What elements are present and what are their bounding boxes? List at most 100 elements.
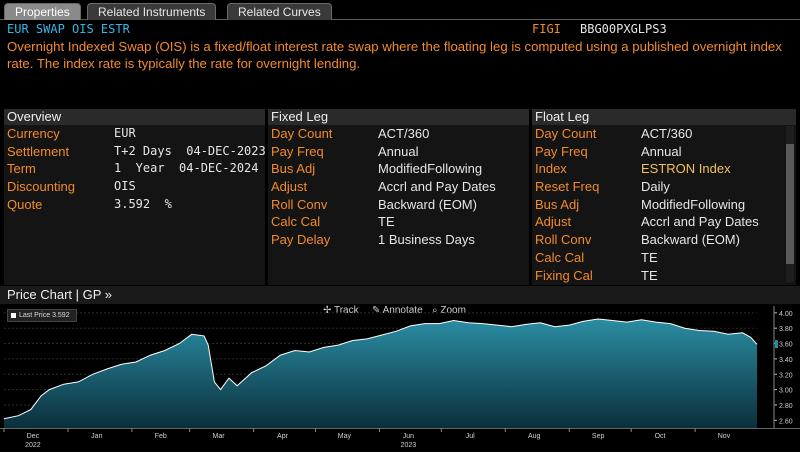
overview-panel: Overview Currency EUR Settlement T+2 Days … bbox=[4, 109, 266, 285]
fixed-leg-label: Pay Freq bbox=[271, 143, 324, 159]
x-tick-label: Oct bbox=[655, 433, 666, 440]
x-tick-label: Jul bbox=[466, 433, 475, 440]
fixed-leg-label: Calc Cal bbox=[271, 214, 321, 230]
fixed-leg-label: Roll Conv bbox=[271, 196, 328, 212]
x-tick-label: Dec bbox=[27, 433, 40, 440]
fixed-leg-row: Pay Freq Annual bbox=[268, 143, 529, 161]
y-tick-label: 3.40 bbox=[779, 357, 793, 364]
float-leg-row: Calc Cal TE bbox=[532, 249, 796, 267]
float-leg-panel: Float Leg Day Count ACT/360 Pay Freq Annua… bbox=[532, 109, 796, 285]
tab-bar: Properties Related Instruments Related C… bbox=[0, 0, 800, 20]
float-leg-label: Pay Freq bbox=[535, 143, 588, 159]
y-tick-label: 2.80 bbox=[779, 403, 793, 410]
price-line bbox=[3, 318, 758, 420]
float-leg-row: Reset Freq Daily bbox=[532, 178, 796, 196]
overview-label: Quote bbox=[7, 196, 43, 212]
x-tick-label: Apr bbox=[277, 433, 289, 440]
price-chart-title[interactable]: Price Chart | GP » bbox=[0, 286, 800, 304]
y-tick-label: 3.80 bbox=[779, 326, 793, 333]
fixed-leg-row: Bus Adj ModifiedFollowing bbox=[268, 160, 529, 178]
float-leg-label: Roll Conv bbox=[535, 232, 592, 248]
fixed-leg-row: Adjust Accrl and Pay Dates bbox=[268, 178, 529, 196]
tab-related-curves[interactable]: Related Curves bbox=[227, 3, 332, 20]
annotate-tool[interactable]: ✎ Annotate bbox=[372, 304, 423, 318]
fixed-leg-value: Backward (EOM) bbox=[378, 196, 477, 212]
tab-properties[interactable]: Properties bbox=[4, 3, 81, 20]
legend-swatch bbox=[11, 312, 16, 318]
fixed-leg-value: 1 Business Days bbox=[378, 232, 475, 248]
scrollbar-thumb[interactable] bbox=[786, 144, 794, 264]
float-leg-row: Adjust Accrl and Pay Dates bbox=[532, 213, 796, 231]
y-tick-label: 3.20 bbox=[779, 372, 793, 379]
fixed-leg-value: Accrl and Pay Dates bbox=[378, 179, 496, 195]
magnifier-icon: ⌕ bbox=[432, 305, 441, 316]
chart-axes: 4.00 3.80 3.60 3.40 3.20 3.00 2.80 2.60 Dec Jan Fe… bbox=[0, 306, 800, 449]
fixed-leg-row: Pay Delay 1 Business Days bbox=[268, 231, 529, 249]
y-tick-label: 2.60 bbox=[779, 418, 793, 425]
float-leg-value: TE bbox=[641, 267, 658, 283]
zoom-tool[interactable]: ⌕ Zoom bbox=[432, 304, 466, 318]
overview-value: EUR bbox=[114, 126, 136, 140]
tab-related-instruments[interactable]: Related Instruments bbox=[87, 3, 217, 20]
y-tick-label: 4.00 bbox=[779, 311, 793, 318]
fixed-leg-label: Bus Adj bbox=[271, 161, 316, 177]
float-leg-value: Accrl and Pay Dates bbox=[641, 214, 759, 230]
crosshair-icon: ✢ bbox=[323, 305, 334, 316]
legend-label: Last Price 3.592 bbox=[19, 312, 70, 319]
annotate-label: Annotate bbox=[382, 305, 423, 316]
float-leg-value: Backward (EOM) bbox=[641, 232, 740, 248]
overview-row: Settlement T+2 Days 04-DEC-2023 bbox=[4, 143, 266, 161]
float-leg-label: Fixing Cal bbox=[535, 267, 593, 283]
y-tick-label: 3.00 bbox=[779, 388, 793, 395]
price-chart[interactable]: 4.00 3.80 3.60 3.40 3.20 3.00 2.80 2.60 Dec Jan Fe… bbox=[0, 304, 800, 452]
x-tick-label: Feb bbox=[155, 433, 167, 440]
zoom-label: Zoom bbox=[440, 305, 466, 316]
float-leg-label: Day Count bbox=[535, 126, 597, 141]
price-area bbox=[4, 319, 757, 428]
overview-label: Discounting bbox=[7, 179, 75, 195]
float-leg-row: Day Count ACT/360 bbox=[532, 125, 796, 143]
overview-heading: Overview bbox=[4, 109, 265, 125]
float-leg-row: Fixing Cal TE bbox=[532, 267, 796, 285]
float-leg-label: Bus Adj bbox=[535, 196, 580, 212]
overview-label: Term bbox=[7, 161, 36, 177]
float-leg-value: Annual bbox=[641, 143, 682, 159]
track-tool[interactable]: ✢ Track bbox=[323, 304, 359, 318]
x-tick-label: Nov bbox=[718, 433, 731, 440]
x-tick-label: Sep bbox=[592, 433, 605, 440]
index-link[interactable]: ESTRON Index bbox=[641, 161, 731, 177]
overview-row: Term 1 Year 04-DEC-2024 bbox=[4, 160, 265, 178]
overview-label: Currency bbox=[7, 126, 60, 141]
float-leg-label: Reset Freq bbox=[535, 179, 600, 195]
float-leg-row: Roll Conv Backward (EOM) bbox=[532, 231, 796, 249]
float-leg-row: Bus Adj ModifiedFollowing bbox=[532, 196, 796, 214]
overview-row: Quote 3.592 % bbox=[4, 196, 265, 214]
float-leg-value: ModifiedFollowing bbox=[641, 196, 746, 212]
fixed-leg-label: Adjust bbox=[271, 179, 308, 195]
fixed-leg-row: Day Count ACT/360 bbox=[268, 125, 529, 143]
fixed-leg-row: Calc Cal TE bbox=[268, 213, 529, 231]
float-leg-value: ACT/360 bbox=[641, 126, 693, 141]
overview-row: Currency EUR bbox=[4, 125, 265, 143]
overview-label: Settlement bbox=[7, 143, 70, 159]
fixed-leg-row: Roll Conv Backward (EOM) bbox=[268, 196, 529, 214]
figi-value: BBG00PXGLPS3 bbox=[580, 22, 667, 36]
fixed-leg-value: TE bbox=[378, 214, 395, 230]
float-leg-row: Index ESTRON Index bbox=[532, 160, 796, 178]
security-title: EUR SWAP OIS ESTR bbox=[7, 22, 130, 36]
float-leg-label: Adjust bbox=[535, 214, 572, 230]
description-text: Overnight Indexed Swap (OIS) is a fixed/… bbox=[7, 39, 782, 71]
x-tick-label: Jan bbox=[91, 433, 102, 440]
x-tick-label: Jun bbox=[403, 433, 414, 440]
fixed-leg-value: ACT/360 bbox=[378, 126, 430, 141]
float-leg-row: Pay Freq Annual bbox=[532, 143, 796, 161]
float-leg-heading: Float Leg bbox=[532, 109, 796, 125]
overview-value: T+2 Days 04-DEC-2023 bbox=[114, 143, 266, 158]
fixed-leg-label: Day Count bbox=[271, 126, 333, 141]
quote-value: 3.592 % bbox=[114, 196, 172, 211]
fixed-leg-value: Annual bbox=[378, 143, 419, 159]
fixed-leg-label: Pay Delay bbox=[271, 232, 331, 248]
float-leg-scrollbar[interactable] bbox=[786, 126, 794, 282]
float-leg-label: Index bbox=[535, 161, 567, 177]
x-year-label: 2022 bbox=[25, 442, 41, 449]
